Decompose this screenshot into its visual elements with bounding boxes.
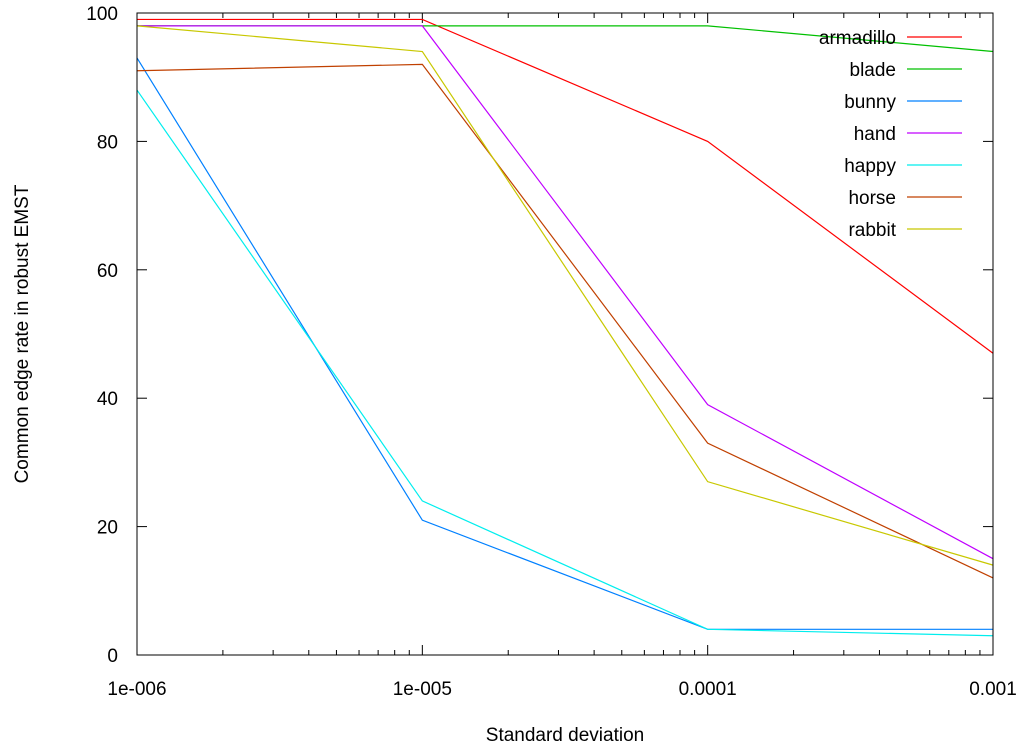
y-tick-label: 60 bbox=[97, 261, 118, 282]
x-axis-label: Standard deviation bbox=[486, 725, 644, 746]
x-tick-label: 0.0001 bbox=[679, 679, 737, 700]
y-tick-labels: 0 20 40 60 80 100 bbox=[86, 4, 118, 667]
plot-frame bbox=[136, 12, 994, 656]
y-axis-label: Common edge rate in robust EMST bbox=[12, 184, 33, 483]
series-line-rabbit bbox=[136, 25, 994, 566]
minor-ticks bbox=[222, 13, 981, 655]
y-tick-label: 100 bbox=[86, 4, 118, 25]
legend-label: blade bbox=[850, 60, 897, 81]
legend-label: hand bbox=[854, 124, 896, 145]
x-tick-label: 0.001 bbox=[969, 679, 1017, 700]
series-line-bunny bbox=[136, 57, 993, 630]
legend-label: happy bbox=[844, 156, 896, 177]
legend-label: armadillo bbox=[819, 28, 896, 49]
legend-label: bunny bbox=[844, 92, 896, 113]
y-tick-label: 80 bbox=[97, 132, 118, 153]
series-lines bbox=[136, 18, 994, 637]
series-line-happy bbox=[136, 89, 994, 637]
x-tick-label: 1e-006 bbox=[107, 679, 166, 700]
y-tick-label: 20 bbox=[97, 518, 118, 539]
y-tick-label: 40 bbox=[97, 389, 118, 410]
series-line-armadillo bbox=[137, 18, 994, 354]
legend-label: horse bbox=[848, 188, 896, 209]
series-line-hand bbox=[137, 25, 994, 560]
series-line-horse bbox=[136, 63, 994, 579]
x-tick-labels: 1e-006 1e-005 0.0001 0.001 bbox=[107, 679, 1016, 700]
legend-label: rabbit bbox=[848, 220, 896, 241]
y-tick-label: 0 bbox=[107, 646, 118, 667]
x-tick-label: 1e-005 bbox=[393, 679, 452, 700]
legend: armadillo blade bunny hand happy horse rabbit bbox=[819, 28, 962, 241]
